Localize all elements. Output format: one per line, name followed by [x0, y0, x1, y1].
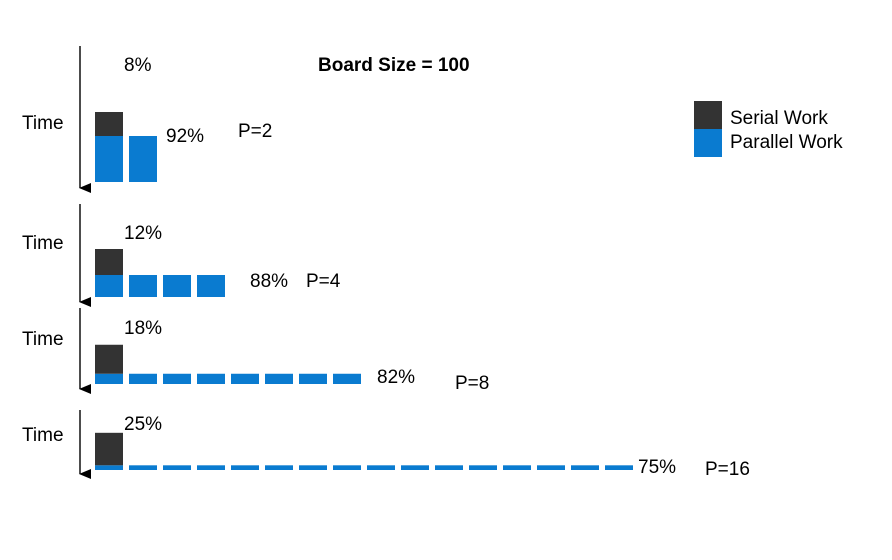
time-label: Time [22, 233, 64, 254]
legend-serial-label: Serial Work [730, 108, 828, 129]
panel-p8: Time 18% 82% P=8 [22, 308, 489, 394]
diagram-title: Board Size = 100 [318, 55, 470, 76]
serial-block [95, 432, 123, 466]
serial-percent-label: 8% [124, 55, 152, 76]
time-label: Time [22, 425, 64, 446]
parallel-percent-label: 92% [166, 126, 204, 147]
parallel-block [95, 465, 123, 470]
legend-parallel-swatch [694, 129, 722, 157]
work-blocks [95, 112, 157, 182]
parallel-block [333, 373, 361, 384]
legend: Serial Work Parallel Work [694, 101, 843, 157]
parallel-block [163, 275, 191, 297]
parallel-block [231, 373, 259, 384]
parallel-block [95, 136, 123, 182]
serial-percent-label: 12% [124, 223, 162, 244]
serial-block [95, 112, 123, 136]
serial-percent-label: 25% [124, 414, 162, 435]
parallel-block [231, 465, 259, 470]
parallel-block [197, 275, 225, 297]
work-blocks [95, 432, 633, 470]
parallel-block [95, 275, 123, 297]
work-blocks [95, 344, 361, 384]
time-label: Time [22, 113, 64, 134]
parallel-block [95, 373, 123, 384]
parallel-percent-label: 82% [377, 367, 415, 388]
legend-serial-swatch [694, 101, 722, 129]
processor-count-label: P=4 [306, 271, 341, 292]
legend-parallel-label: Parallel Work [730, 132, 843, 153]
time-label: Time [22, 329, 64, 350]
parallel-percent-label: 75% [638, 457, 676, 478]
parallel-block [503, 465, 531, 470]
parallel-block [197, 465, 225, 470]
serial-percent-label: 18% [124, 318, 162, 339]
parallel-block [197, 373, 225, 384]
parallel-percent-label: 88% [250, 271, 288, 292]
parallel-block [163, 465, 191, 470]
parallel-block [299, 465, 327, 470]
parallel-block [605, 465, 633, 470]
parallel-block [163, 373, 191, 384]
processor-count-label: P=2 [238, 121, 272, 142]
parallel-block [129, 465, 157, 470]
parallel-block [537, 465, 565, 470]
parallel-block [401, 465, 429, 470]
parallel-block [265, 373, 293, 384]
parallel-block [129, 275, 157, 297]
serial-block [95, 249, 123, 275]
processor-count-label: P=16 [705, 459, 750, 480]
parallel-block [299, 373, 327, 384]
panel-p4: Time 12% 88% P=4 [22, 204, 341, 307]
parallel-block [265, 465, 293, 470]
work-blocks [95, 249, 225, 297]
parallel-block [129, 373, 157, 384]
parallel-block [333, 465, 361, 470]
parallel-block [367, 465, 395, 470]
serial-block [95, 344, 123, 374]
panel-p16: Time 25% 75% P=16 [22, 410, 750, 480]
parallel-block [571, 465, 599, 470]
processor-count-label: P=8 [455, 373, 489, 394]
panel-p2: Time 8% 92% P=2 [22, 46, 272, 193]
parallel-block [469, 465, 497, 470]
parallel-block [435, 465, 463, 470]
parallel-block [129, 136, 157, 182]
